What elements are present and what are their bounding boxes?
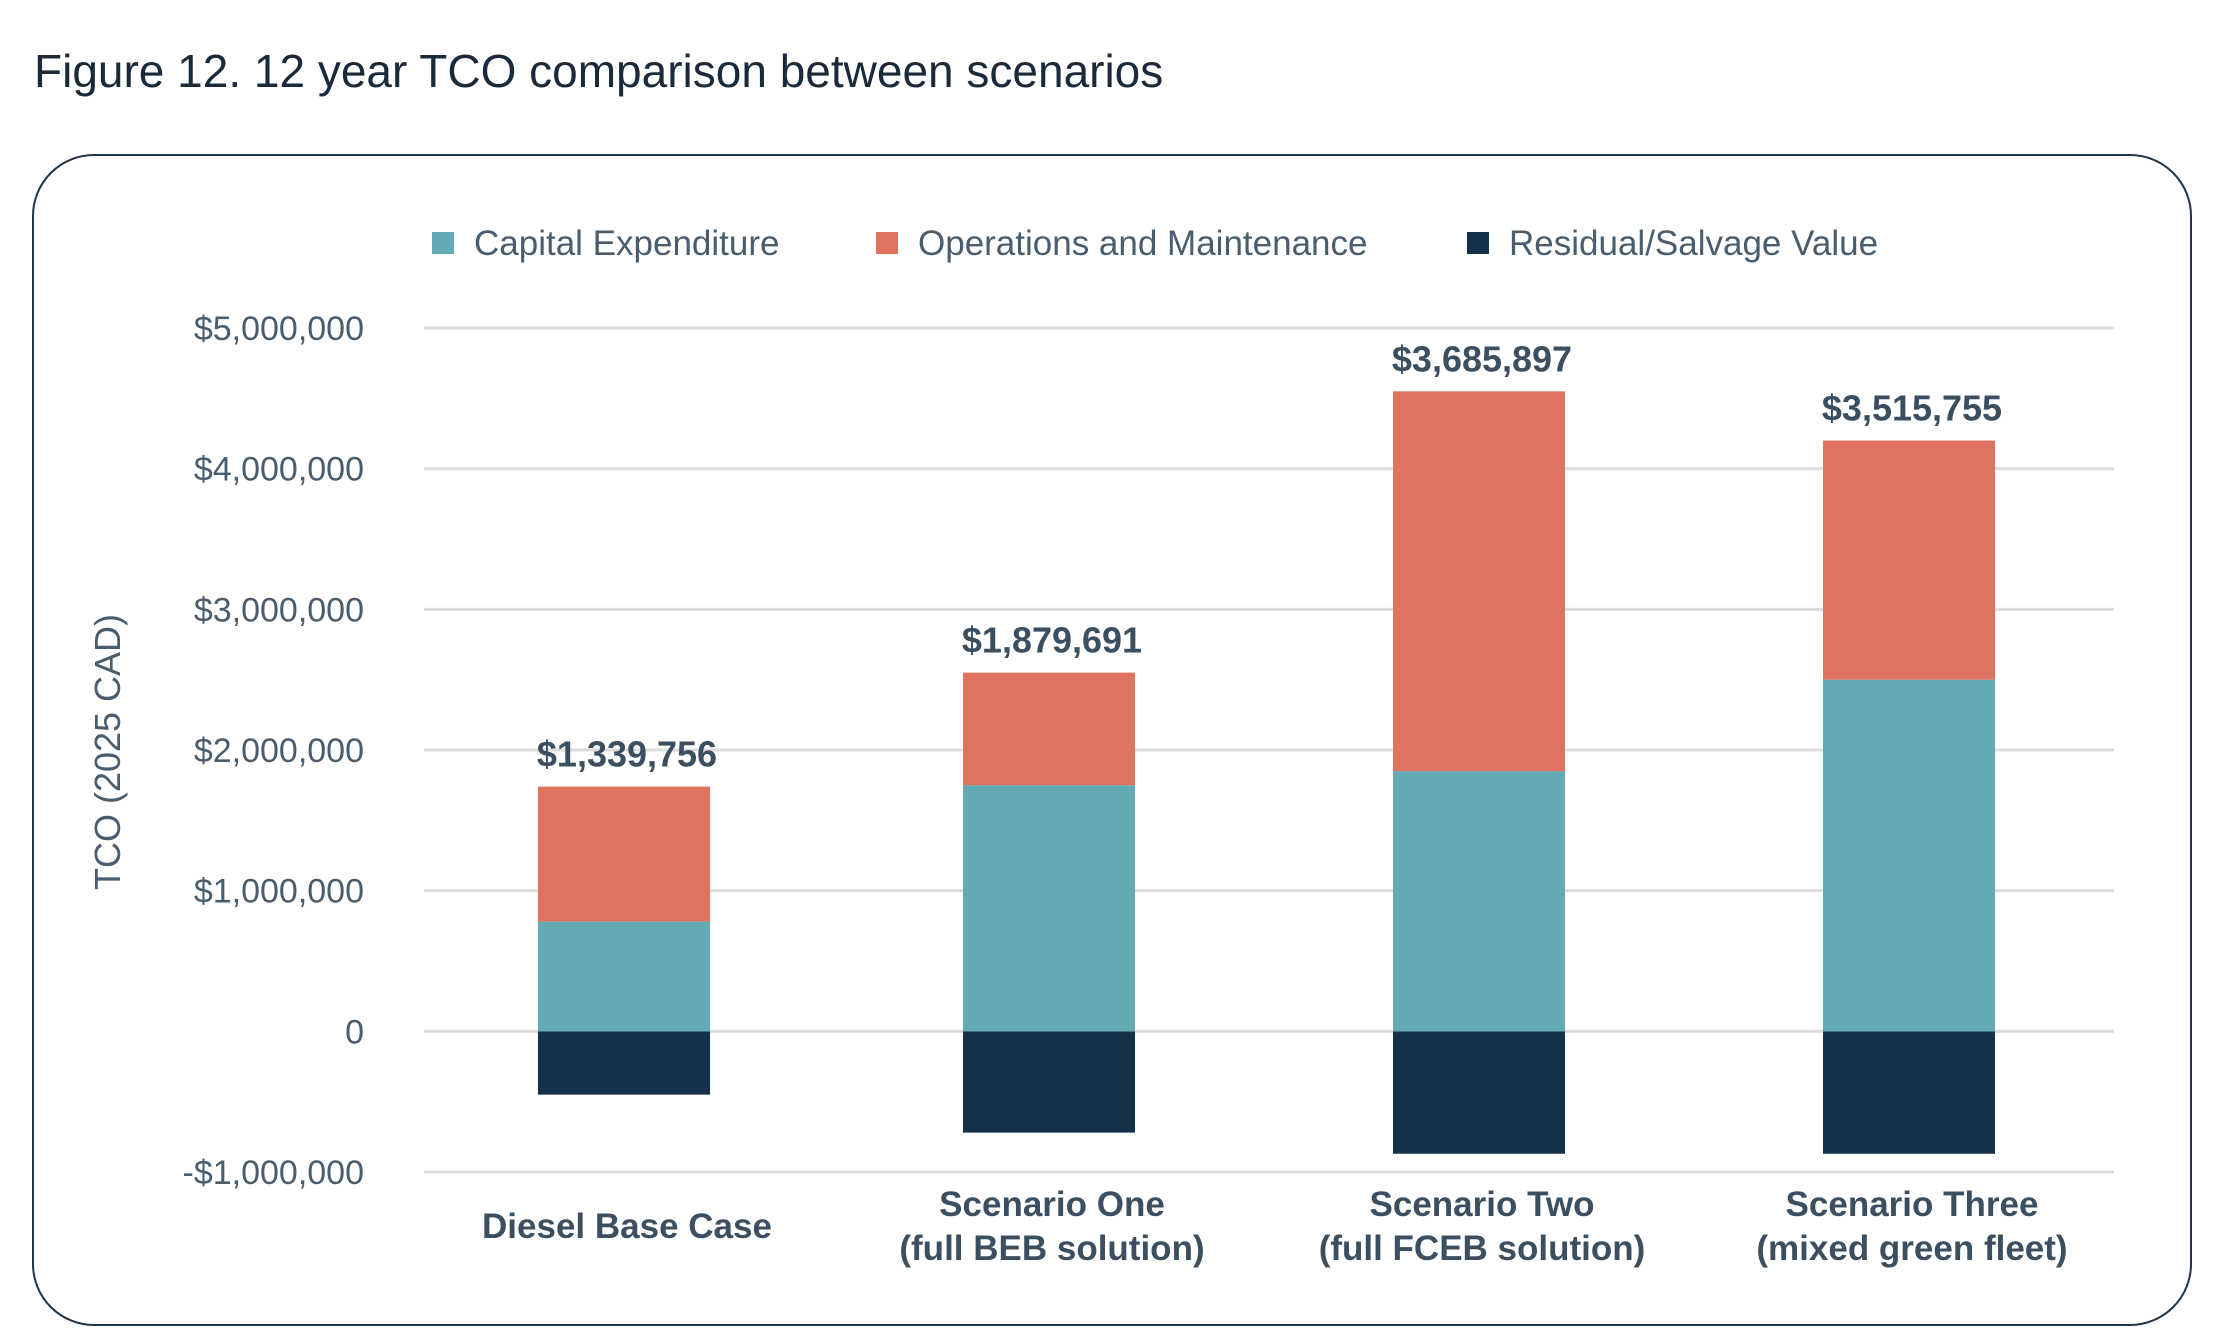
tco-stacked-bar-chart: -$1,000,000 0 $1,000,000 $2,000,000 $3,000,0…: [87, 224, 2114, 1268]
legend: Capital Expenditure Operations and Mainte…: [432, 224, 1878, 263]
bar-residual-salvage: [1823, 1031, 1995, 1154]
y-tick-label: 0: [345, 1013, 364, 1051]
bar-capital-expenditure: [538, 921, 710, 1032]
bar-total-label: $1,339,756: [537, 734, 717, 775]
x-axis-labels: Diesel Base Case Scenario One (full BEB so…: [482, 1185, 2068, 1268]
chart-panel: -$1,000,000 0 $1,000,000 $2,000,000 $3,000,0…: [32, 154, 2192, 1326]
x-tick-label: (full BEB solution): [899, 1229, 1204, 1268]
x-tick-label: Scenario Two: [1370, 1185, 1595, 1224]
legend-label: Capital Expenditure: [474, 224, 779, 263]
total-labels: $1,339,756 $1,879,691 $3,685,897 $3,515,755: [537, 338, 2002, 774]
bar-total-label: $3,515,755: [1822, 388, 2002, 429]
figure-title: Figure 12. 12 year TCO comparison betwee…: [34, 45, 1164, 97]
legend-label: Operations and Maintenance: [918, 224, 1367, 263]
legend-label: Residual/Salvage Value: [1509, 224, 1878, 263]
x-tick-label: Scenario One: [939, 1185, 1165, 1224]
x-tick-label: Diesel Base Case: [482, 1207, 772, 1246]
y-tick-label: $5,000,000: [194, 310, 364, 348]
bar-total-label: $1,879,691: [962, 620, 1142, 661]
bar-capital-expenditure: [963, 785, 1135, 1032]
bar-residual-salvage: [538, 1031, 710, 1095]
bar-operations-maintenance: [1393, 391, 1565, 772]
bar-capital-expenditure: [1823, 679, 1995, 1032]
y-tick-label: -$1,000,000: [183, 1154, 365, 1192]
bar-total-label: $3,685,897: [1392, 338, 1572, 379]
bar-residual-salvage: [963, 1031, 1135, 1133]
bar-capital-expenditure: [1393, 771, 1565, 1032]
y-tick-label: $3,000,000: [194, 591, 364, 629]
legend-swatch-residual: [1467, 232, 1489, 254]
x-tick-label: (full FCEB solution): [1319, 1229, 1646, 1268]
y-axis-ticks: -$1,000,000 0 $1,000,000 $2,000,000 $3,000,0…: [183, 310, 365, 1192]
bar-operations-maintenance: [538, 786, 710, 922]
legend-swatch-capex: [432, 232, 454, 254]
x-tick-label: Scenario Three: [1786, 1185, 2039, 1224]
bar-operations-maintenance: [963, 672, 1135, 786]
legend-swatch-om: [876, 232, 898, 254]
bar-operations-maintenance: [1823, 440, 1995, 680]
y-tick-label: $2,000,000: [194, 732, 364, 770]
bar-residual-salvage: [1393, 1031, 1565, 1154]
y-tick-label: $4,000,000: [194, 451, 364, 489]
y-tick-label: $1,000,000: [194, 873, 364, 911]
y-axis-title: TCO (2025 CAD): [87, 614, 128, 890]
x-tick-label: (mixed green fleet): [1756, 1229, 2067, 1268]
bars: [538, 391, 1995, 1154]
